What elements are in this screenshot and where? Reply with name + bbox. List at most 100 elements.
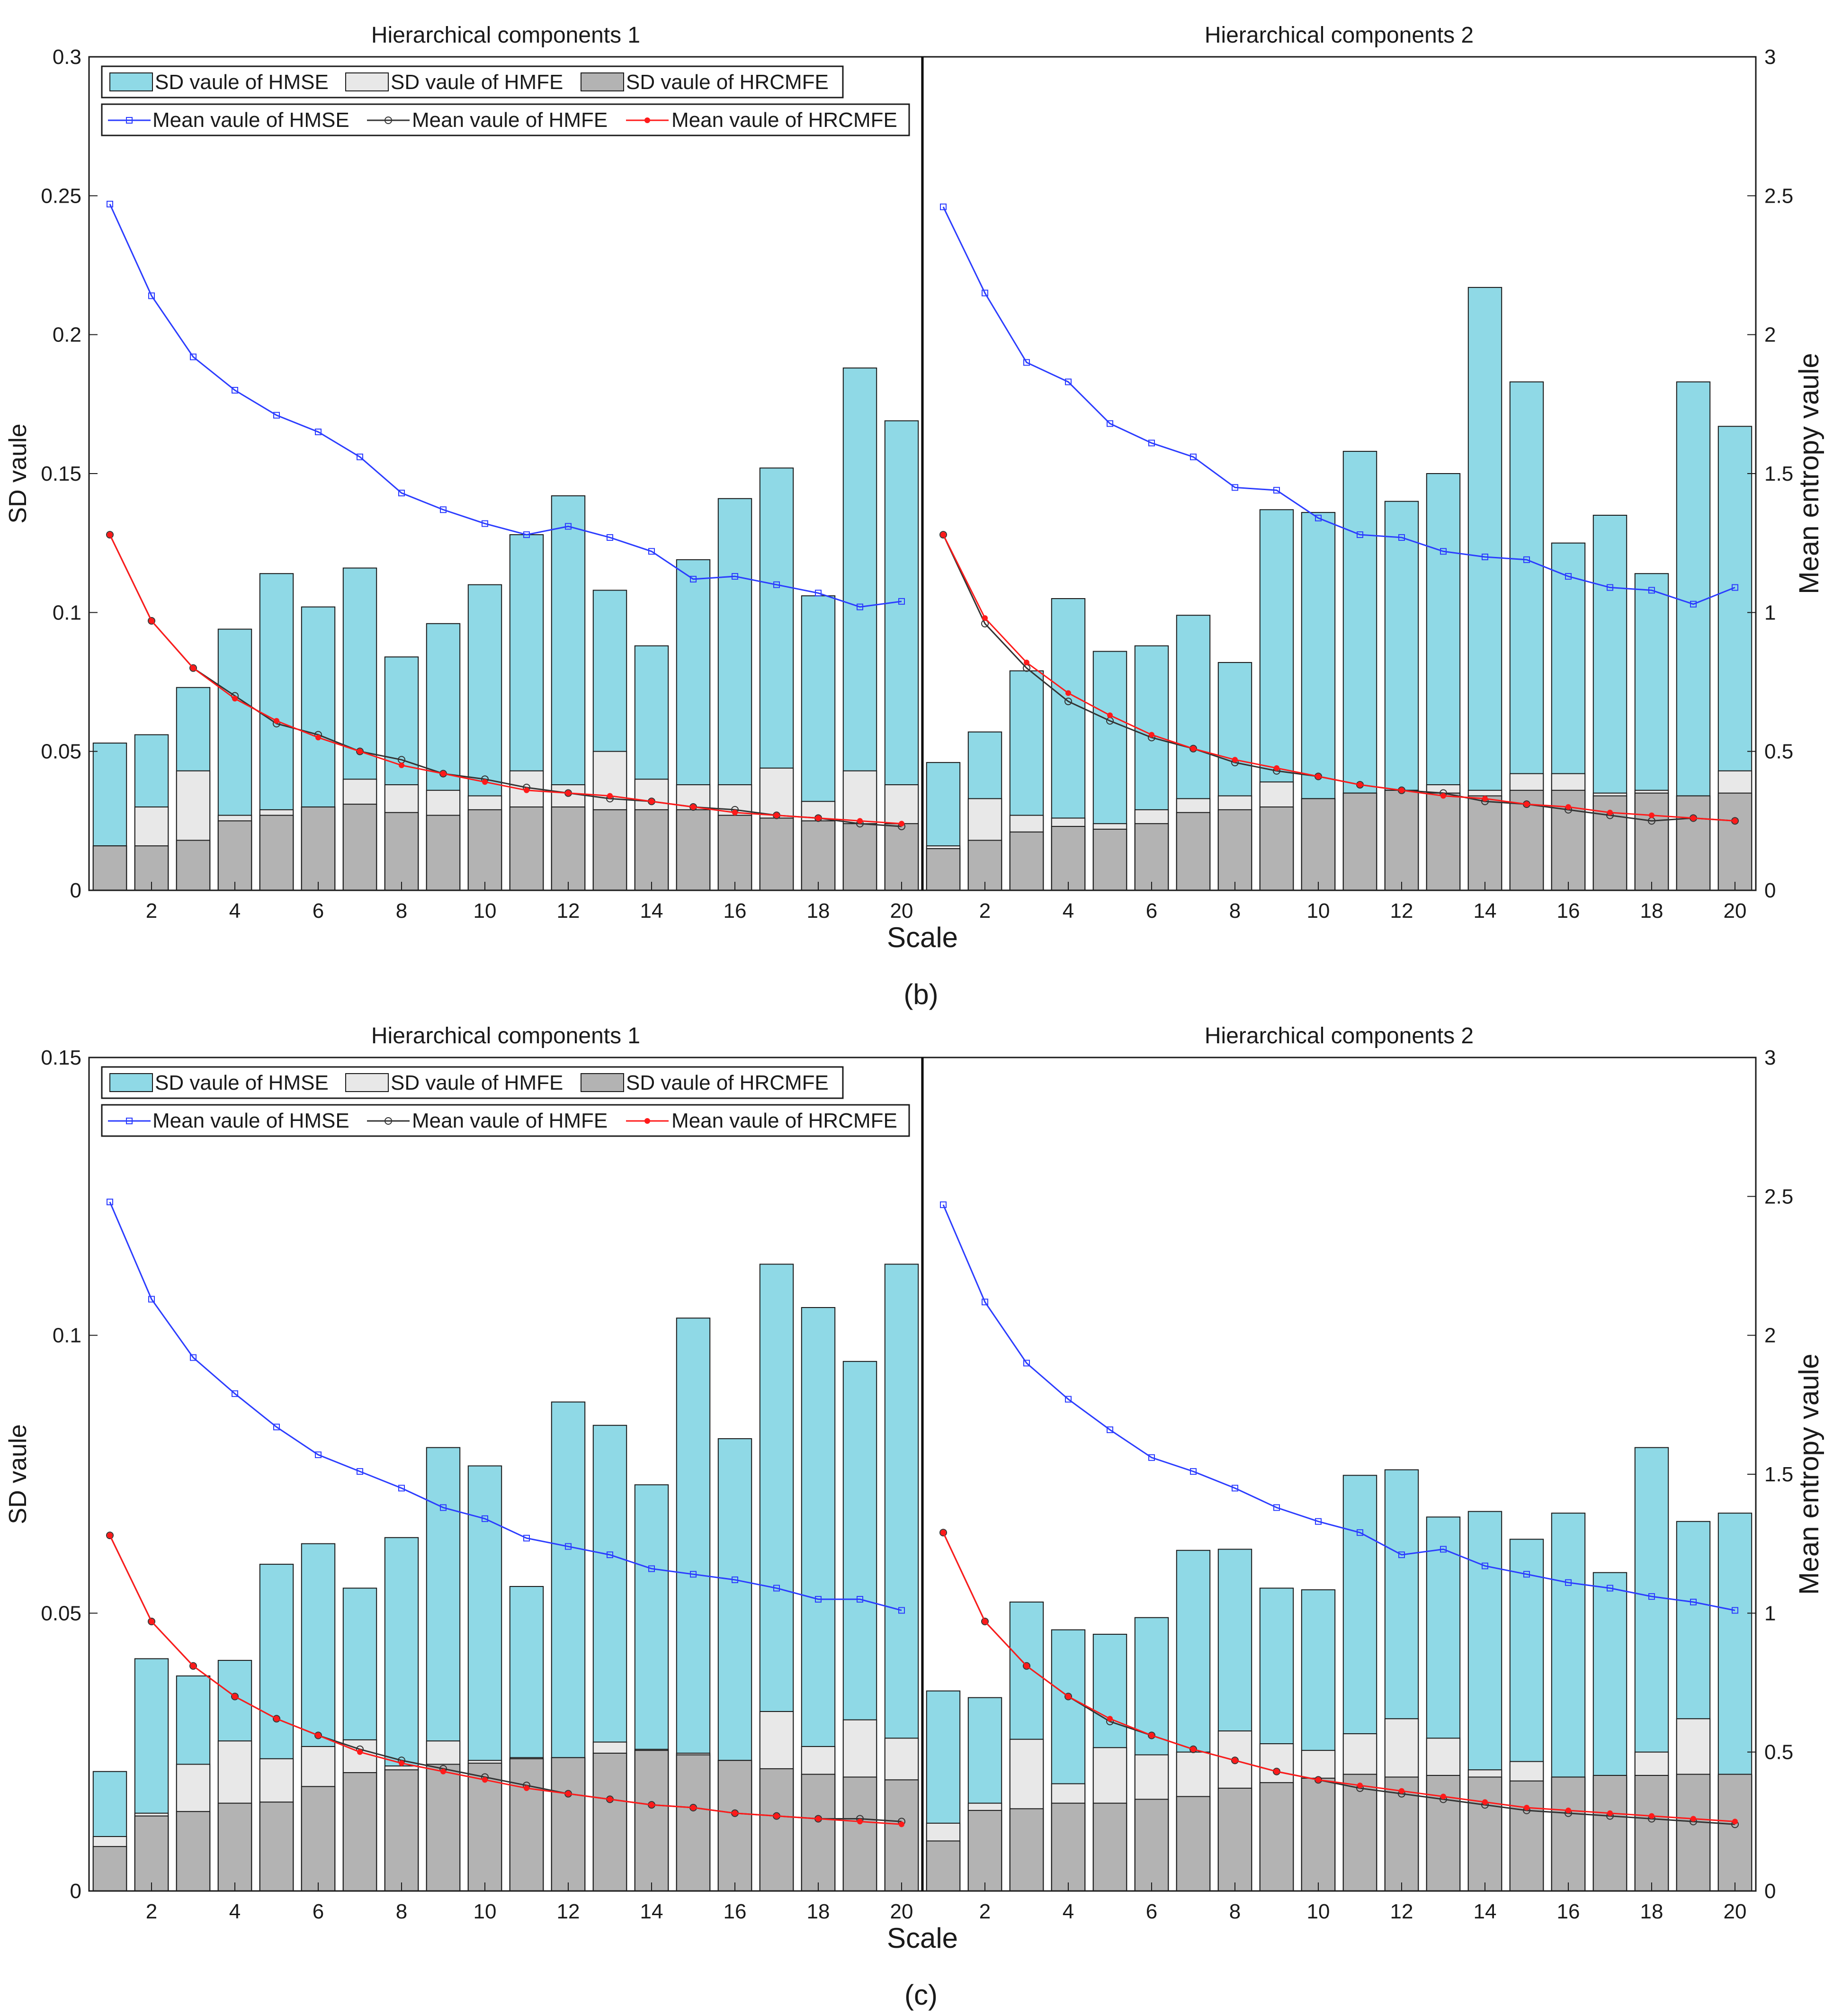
marker-mean-hmse <box>565 523 572 530</box>
marker-mean-hmse <box>1565 1579 1572 1586</box>
marker-mean-hmse <box>607 534 613 541</box>
marker-mean-hmse <box>1148 1454 1155 1461</box>
legend-swatch-hrcmfe <box>581 72 624 91</box>
bar-hrcmfe <box>1384 789 1419 891</box>
marker-mean-hmse <box>732 573 738 580</box>
marker-mean-hmse <box>1315 1518 1322 1525</box>
bar-hrcmfe <box>176 840 211 891</box>
x-tick-label: 4 <box>229 1900 241 1923</box>
bar-hrcmfe <box>1676 1774 1711 1892</box>
bar-hrcmfe <box>384 1769 419 1892</box>
marker-mean-hrcmfe <box>1690 1816 1696 1822</box>
marker-mean-hrcmfe <box>1607 809 1613 815</box>
marker-mean-hrcmfe <box>1357 782 1363 788</box>
marker-mean-hrcmfe <box>815 815 821 821</box>
y-tick-label: 0.05 <box>41 740 81 763</box>
legend-bars-b: SD vaule of HMSE SD vaule of HMFE SD vau… <box>101 65 844 99</box>
x-tick-label: 10 <box>1307 1900 1330 1923</box>
bar-hrcmfe <box>1051 1802 1086 1891</box>
y-tick-label: 0.2 <box>53 323 81 347</box>
marker-mean-hmse <box>357 453 363 460</box>
x-tick-label: 2 <box>979 899 991 923</box>
bar-hrcmfe <box>1384 1776 1419 1891</box>
marker-mean-hrcmfe <box>649 798 654 805</box>
bar-hrcmfe <box>592 1753 627 1892</box>
marker-mean-hmse <box>815 1596 822 1603</box>
legend-marker-hmfe <box>384 116 392 124</box>
marker-mean-hrcmfe <box>1274 1768 1279 1774</box>
marker-mean-hrcmfe <box>690 1805 696 1810</box>
legend-label-sd-hrcmfe: SD vaule of HRCMFE <box>626 71 829 94</box>
bar-hrcmfe <box>1051 826 1086 891</box>
panel-label-c: (c) <box>904 1979 938 2011</box>
marker-mean-hmse <box>107 1199 113 1206</box>
bar-hrcmfe <box>1009 831 1044 891</box>
legend-label-mean-hmse: Mean vaule of HMSE <box>152 1109 349 1132</box>
marker-mean-hmse <box>1357 531 1363 538</box>
marker-mean-hrcmfe <box>232 696 238 702</box>
x-tick-label: 18 <box>807 1900 830 1923</box>
bar-hrcmfe <box>509 1758 544 1891</box>
x-tick-label: 2 <box>146 899 157 923</box>
line-mean-hrcmfe <box>942 1532 1735 1822</box>
subplot-title-c-1: Hierarchical components 1 <box>371 1023 640 1048</box>
marker-mean-hmse <box>232 1390 238 1397</box>
bar-hrcmfe <box>217 1802 252 1891</box>
marker-mean-hrcmfe <box>1732 818 1738 824</box>
bar-hrcmfe <box>92 1846 127 1891</box>
bar-hrcmfe <box>1009 1808 1044 1892</box>
marker-mean-hrcmfe <box>607 793 613 799</box>
marker-mean-hmse <box>982 1299 988 1306</box>
plot-b-components-1: 2 4 6 8 10 12 14 16 18 20 <box>92 200 919 923</box>
bar-hrcmfe <box>801 820 836 891</box>
y2-tick-label: 2 <box>1764 323 1776 347</box>
legend-label-mean-hrcmfe: Mean vaule of HRCMFE <box>671 108 897 132</box>
y2-tick-label: 2 <box>1764 1324 1776 1347</box>
x-tick-label: 6 <box>313 1900 324 1923</box>
y2-tick-label: 1.5 <box>1764 1463 1793 1486</box>
marker-mean-hrcmfe <box>1732 1819 1738 1825</box>
x-tick-label: 16 <box>724 1900 747 1923</box>
x-tick-label: 6 <box>313 899 324 923</box>
bar-hrcmfe <box>634 1750 669 1892</box>
marker-mean-hmse <box>1523 556 1530 563</box>
y-tick-label: 0.05 <box>41 1602 81 1625</box>
y2-tick-label: 3 <box>1764 1046 1776 1069</box>
line-mean-hrcmfe <box>942 534 1735 822</box>
marker-mean-hrcmfe <box>940 1530 946 1536</box>
marker-mean-hmfe <box>106 531 114 539</box>
legend-swatch-hmse <box>109 72 153 91</box>
legend-bars-box <box>101 1066 844 1099</box>
marker-mean-hmse <box>1565 573 1572 580</box>
marker-mean-hmfe <box>1064 1693 1072 1701</box>
marker-mean-hrcmfe <box>982 1618 988 1624</box>
marker-mean-hmse <box>1482 554 1488 560</box>
bar-hrcmfe <box>801 1774 836 1892</box>
bar-hrcmfe <box>1634 1774 1669 1892</box>
bar-hrcmfe <box>1301 1777 1336 1891</box>
bar-hrcmfe <box>426 815 461 891</box>
legend-swatch-hmfe <box>345 1073 389 1092</box>
bar-hrcmfe <box>301 1786 336 1891</box>
marker-mean-hrcmfe <box>190 1663 196 1669</box>
marker-mean-hrcmfe <box>732 809 738 815</box>
marker-mean-hrcmfe <box>1149 732 1154 738</box>
x-tick-label: 12 <box>1390 1900 1413 1923</box>
marker-mean-hmse <box>940 1201 947 1208</box>
marker-mean-hrcmfe <box>1107 712 1113 718</box>
panel-c: 2 4 6 8 10 12 14 16 18 20 2 4 6 8 10 12 14 16 18 20 00.050… <box>4 1023 1824 2011</box>
bar-hrcmfe <box>1217 1787 1252 1892</box>
marker-mean-hrcmfe <box>1232 757 1238 763</box>
line-mean-hrcmfe <box>109 1535 902 1825</box>
marker-mean-hmfe <box>189 1662 197 1670</box>
marker-mean-hmfe <box>106 1532 114 1540</box>
marker-mean-hmse <box>1398 1551 1405 1559</box>
marker-mean-hrcmfe <box>1190 745 1196 752</box>
x-axis-label-c: Scale <box>887 1922 958 1954</box>
bar-hrcmfe <box>551 806 586 891</box>
marker-mean-hrcmfe <box>1440 793 1446 799</box>
y-tick-label: 0 <box>70 879 81 902</box>
marker-mean-hmfe <box>1231 1756 1239 1765</box>
bar-hrcmfe <box>1426 792 1461 891</box>
y2-axis-label-c: Mean entropy vaule <box>1794 1353 1824 1595</box>
